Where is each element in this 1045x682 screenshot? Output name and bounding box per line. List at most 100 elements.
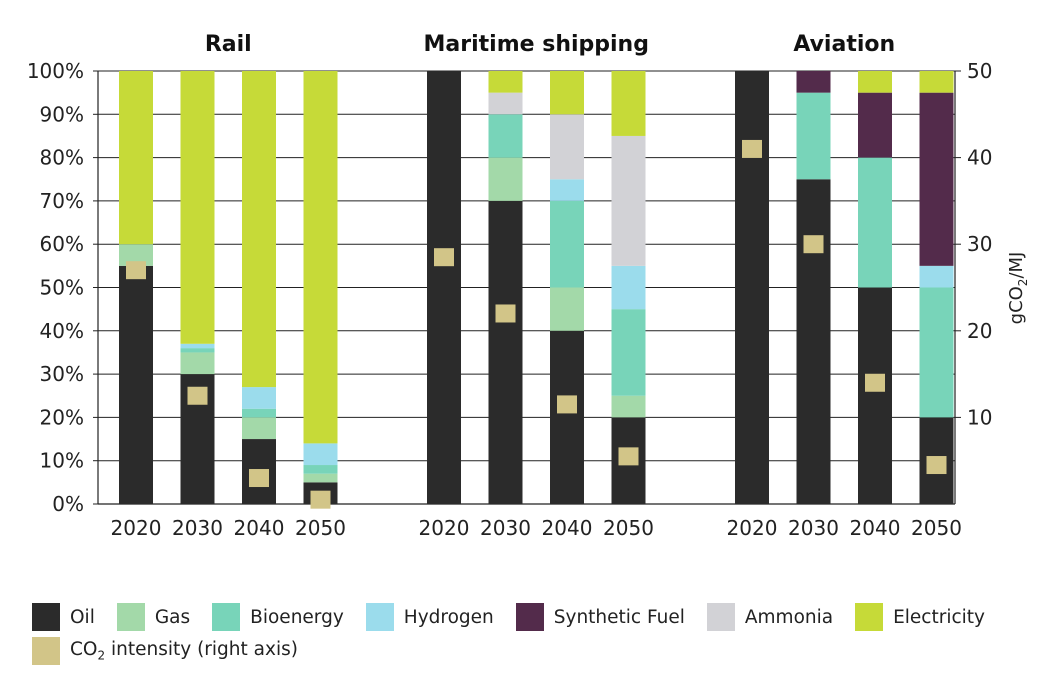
legend-label: Bioenergy <box>250 606 344 628</box>
legend-label: Gas <box>154 606 191 628</box>
bar-segment-bioenergy <box>796 92 831 180</box>
x-tick-label: 2030 <box>788 516 839 540</box>
bar-segment-synthetic-fuel <box>796 71 831 93</box>
co2-intensity-marker <box>557 395 577 414</box>
x-tick-label: 2050 <box>911 516 962 540</box>
bar-segment-electricity <box>303 71 338 444</box>
right-tick-label: 50 <box>967 59 992 83</box>
legend-swatch <box>32 603 60 631</box>
legend-item-oil: Oil <box>32 603 95 631</box>
bar-segment-hydrogen <box>611 265 646 310</box>
legend-label: Synthetic Fuel <box>553 606 685 628</box>
bar-segment-bioenergy <box>303 465 338 474</box>
legend-swatch <box>116 603 145 631</box>
bar-segment-bioenergy <box>858 157 892 288</box>
panel-title: Maritime shipping <box>424 32 649 57</box>
legend-label: Oil <box>70 606 95 628</box>
bar-segment-electricity <box>919 71 954 93</box>
bar-segment-hydrogen <box>919 265 954 288</box>
legend-item-co2-intensity: CO2 intensity (right axis) <box>32 637 298 665</box>
left-tick-label: 0% <box>52 492 84 516</box>
x-tick-label: 2040 <box>542 516 593 540</box>
legend-row-co2: CO2 intensity (right axis) <box>32 634 1032 668</box>
x-tick-label: 2020 <box>727 516 778 540</box>
legend-row-series: Oil Gas Bioenergy Hydrogen Synthetic Fuel Amm… <box>32 600 1032 634</box>
bar-segment-electricity <box>180 71 215 344</box>
left-tick-label: 30% <box>40 362 84 386</box>
bar-segment-bioenergy <box>550 200 584 288</box>
right-tick-label: 40 <box>967 146 992 170</box>
right-tick-label: 10 <box>967 405 992 429</box>
bar-segment-hydrogen <box>242 387 276 409</box>
legend-label: Hydrogen <box>403 606 494 628</box>
legend-label: Electricity <box>893 606 985 628</box>
x-tick-label: 2050 <box>603 516 654 540</box>
x-tick-label: 2030 <box>172 516 223 540</box>
legend-item-gas: Gas <box>116 603 191 631</box>
bar-segment-bioenergy <box>180 348 215 353</box>
bar-segment-gas <box>180 352 215 375</box>
bar-segment-gas <box>119 244 153 266</box>
bar-segment-gas <box>550 287 584 331</box>
x-tick-label: 2040 <box>850 516 901 540</box>
bar-segment-electricity <box>119 71 153 245</box>
co2-intensity-marker <box>187 386 208 405</box>
bar-segment-synthetic-fuel <box>858 92 892 158</box>
co2-intensity-marker <box>434 248 454 267</box>
co2-intensity-marker <box>926 456 947 475</box>
co2-intensity-marker <box>865 373 885 392</box>
bar-segment-hydrogen <box>180 343 215 349</box>
legend-swatch <box>855 603 884 631</box>
right-tick-label: 30 <box>967 232 992 256</box>
bar-segment-electricity <box>611 71 646 136</box>
bar-segment-oil <box>119 265 153 504</box>
bar-segment-oil <box>488 200 523 504</box>
left-tick-label: 20% <box>40 405 84 429</box>
bar-segment-hydrogen <box>303 443 338 466</box>
legend-swatch <box>365 603 394 631</box>
right-axis-title: gCO2/MJ <box>1006 252 1030 325</box>
legend-swatch-co2 <box>32 637 60 665</box>
chart: 0%10%20%30%40%50%60%70%80%90%100%1020304… <box>27 32 1030 540</box>
co2-intensity-marker <box>126 261 146 280</box>
co2-intensity-marker <box>495 304 516 323</box>
bar-segment-bioenergy <box>611 309 646 396</box>
legend-item-ammonia: Ammonia <box>706 603 833 631</box>
left-tick-label: 40% <box>40 319 84 343</box>
x-tick-label: 2040 <box>234 516 285 540</box>
bar-segment-oil <box>735 71 769 504</box>
left-tick-label: 60% <box>40 232 84 256</box>
bar-segment-electricity <box>550 71 584 115</box>
bar-segment-gas <box>303 473 338 483</box>
bar-segment-oil <box>858 287 892 504</box>
legend-item-synthetic-fuel: Synthetic Fuel <box>515 603 685 631</box>
right-tick-label: 20 <box>967 319 992 343</box>
legend-item-hydrogen: Hydrogen <box>365 603 494 631</box>
x-tick-label: 2030 <box>480 516 531 540</box>
legend-swatch <box>706 603 735 631</box>
left-tick-label: 70% <box>40 189 84 213</box>
left-tick-label: 100% <box>27 59 84 83</box>
bar-segment-electricity <box>858 71 892 93</box>
bar-segment-gas <box>242 417 276 440</box>
legend-swatch <box>212 603 241 631</box>
legend-item-electricity: Electricity <box>855 603 985 631</box>
x-tick-label: 2020 <box>419 516 470 540</box>
bar-segment-ammonia <box>488 92 523 115</box>
legend-label-co2: CO2 intensity (right axis) <box>70 639 298 663</box>
bar-segment-bioenergy <box>488 114 523 158</box>
bar-segment-bioenergy <box>919 287 954 418</box>
co2-intensity-marker <box>742 139 762 158</box>
legend-swatch <box>515 603 544 631</box>
panel-title: Aviation <box>793 32 895 57</box>
left-tick-label: 10% <box>40 449 84 473</box>
bar-segment-electricity <box>242 71 276 388</box>
bar-segment-oil <box>427 71 461 504</box>
co2-intensity-marker <box>310 490 331 509</box>
bar-segment-gas <box>611 395 646 418</box>
left-tick-label: 90% <box>40 102 84 126</box>
bar-segment-gas <box>488 157 523 201</box>
bar-segment-oil <box>550 330 584 504</box>
x-tick-label: 2050 <box>295 516 346 540</box>
co2-intensity-marker <box>803 235 824 254</box>
